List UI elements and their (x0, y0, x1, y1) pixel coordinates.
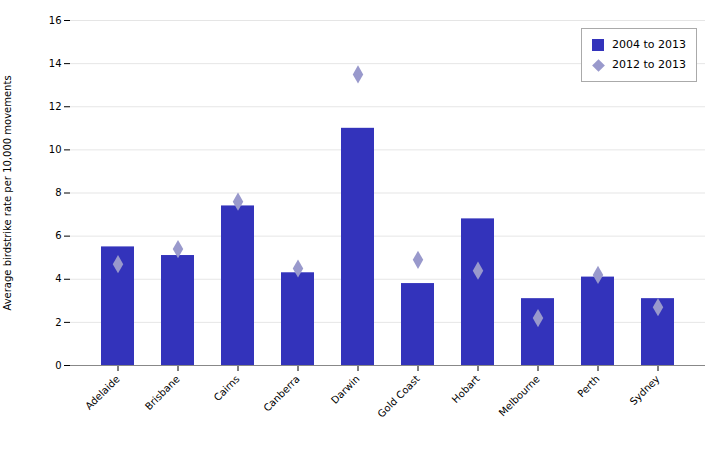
svg-text:Brisbane: Brisbane (143, 373, 182, 412)
svg-text:14: 14 (49, 58, 62, 69)
svg-text:Sydney: Sydney (628, 373, 662, 407)
svg-text:10: 10 (49, 144, 62, 155)
svg-text:Darwin: Darwin (329, 373, 362, 406)
html-text:2004 to 2013: 2004 to 2013 (612, 38, 686, 51)
svg-text:Average birdstrike rate per 10: Average birdstrike rate per 10,000 movem… (2, 75, 13, 310)
svg-text:6: 6 (55, 230, 61, 241)
svg-text:12: 12 (49, 101, 62, 112)
svg-text:Adelaide: Adelaide (83, 373, 121, 411)
svg-text:Cairns: Cairns (212, 373, 242, 403)
svg-text:Canberra: Canberra (261, 373, 301, 413)
svg-text:16: 16 (49, 15, 62, 26)
svg-text:Hobart: Hobart (450, 373, 482, 405)
svg-text:Melbourne: Melbourne (497, 373, 542, 418)
html-text:2012 to 2013: 2012 to 2013 (612, 58, 686, 71)
svg-text:Gold Coast: Gold Coast (375, 373, 421, 419)
svg-text:8: 8 (55, 187, 61, 198)
svg-text:Perth: Perth (575, 373, 601, 399)
svg-text:0: 0 (55, 360, 61, 371)
svg-text:2: 2 (55, 317, 61, 328)
svg-text:4: 4 (55, 273, 61, 284)
